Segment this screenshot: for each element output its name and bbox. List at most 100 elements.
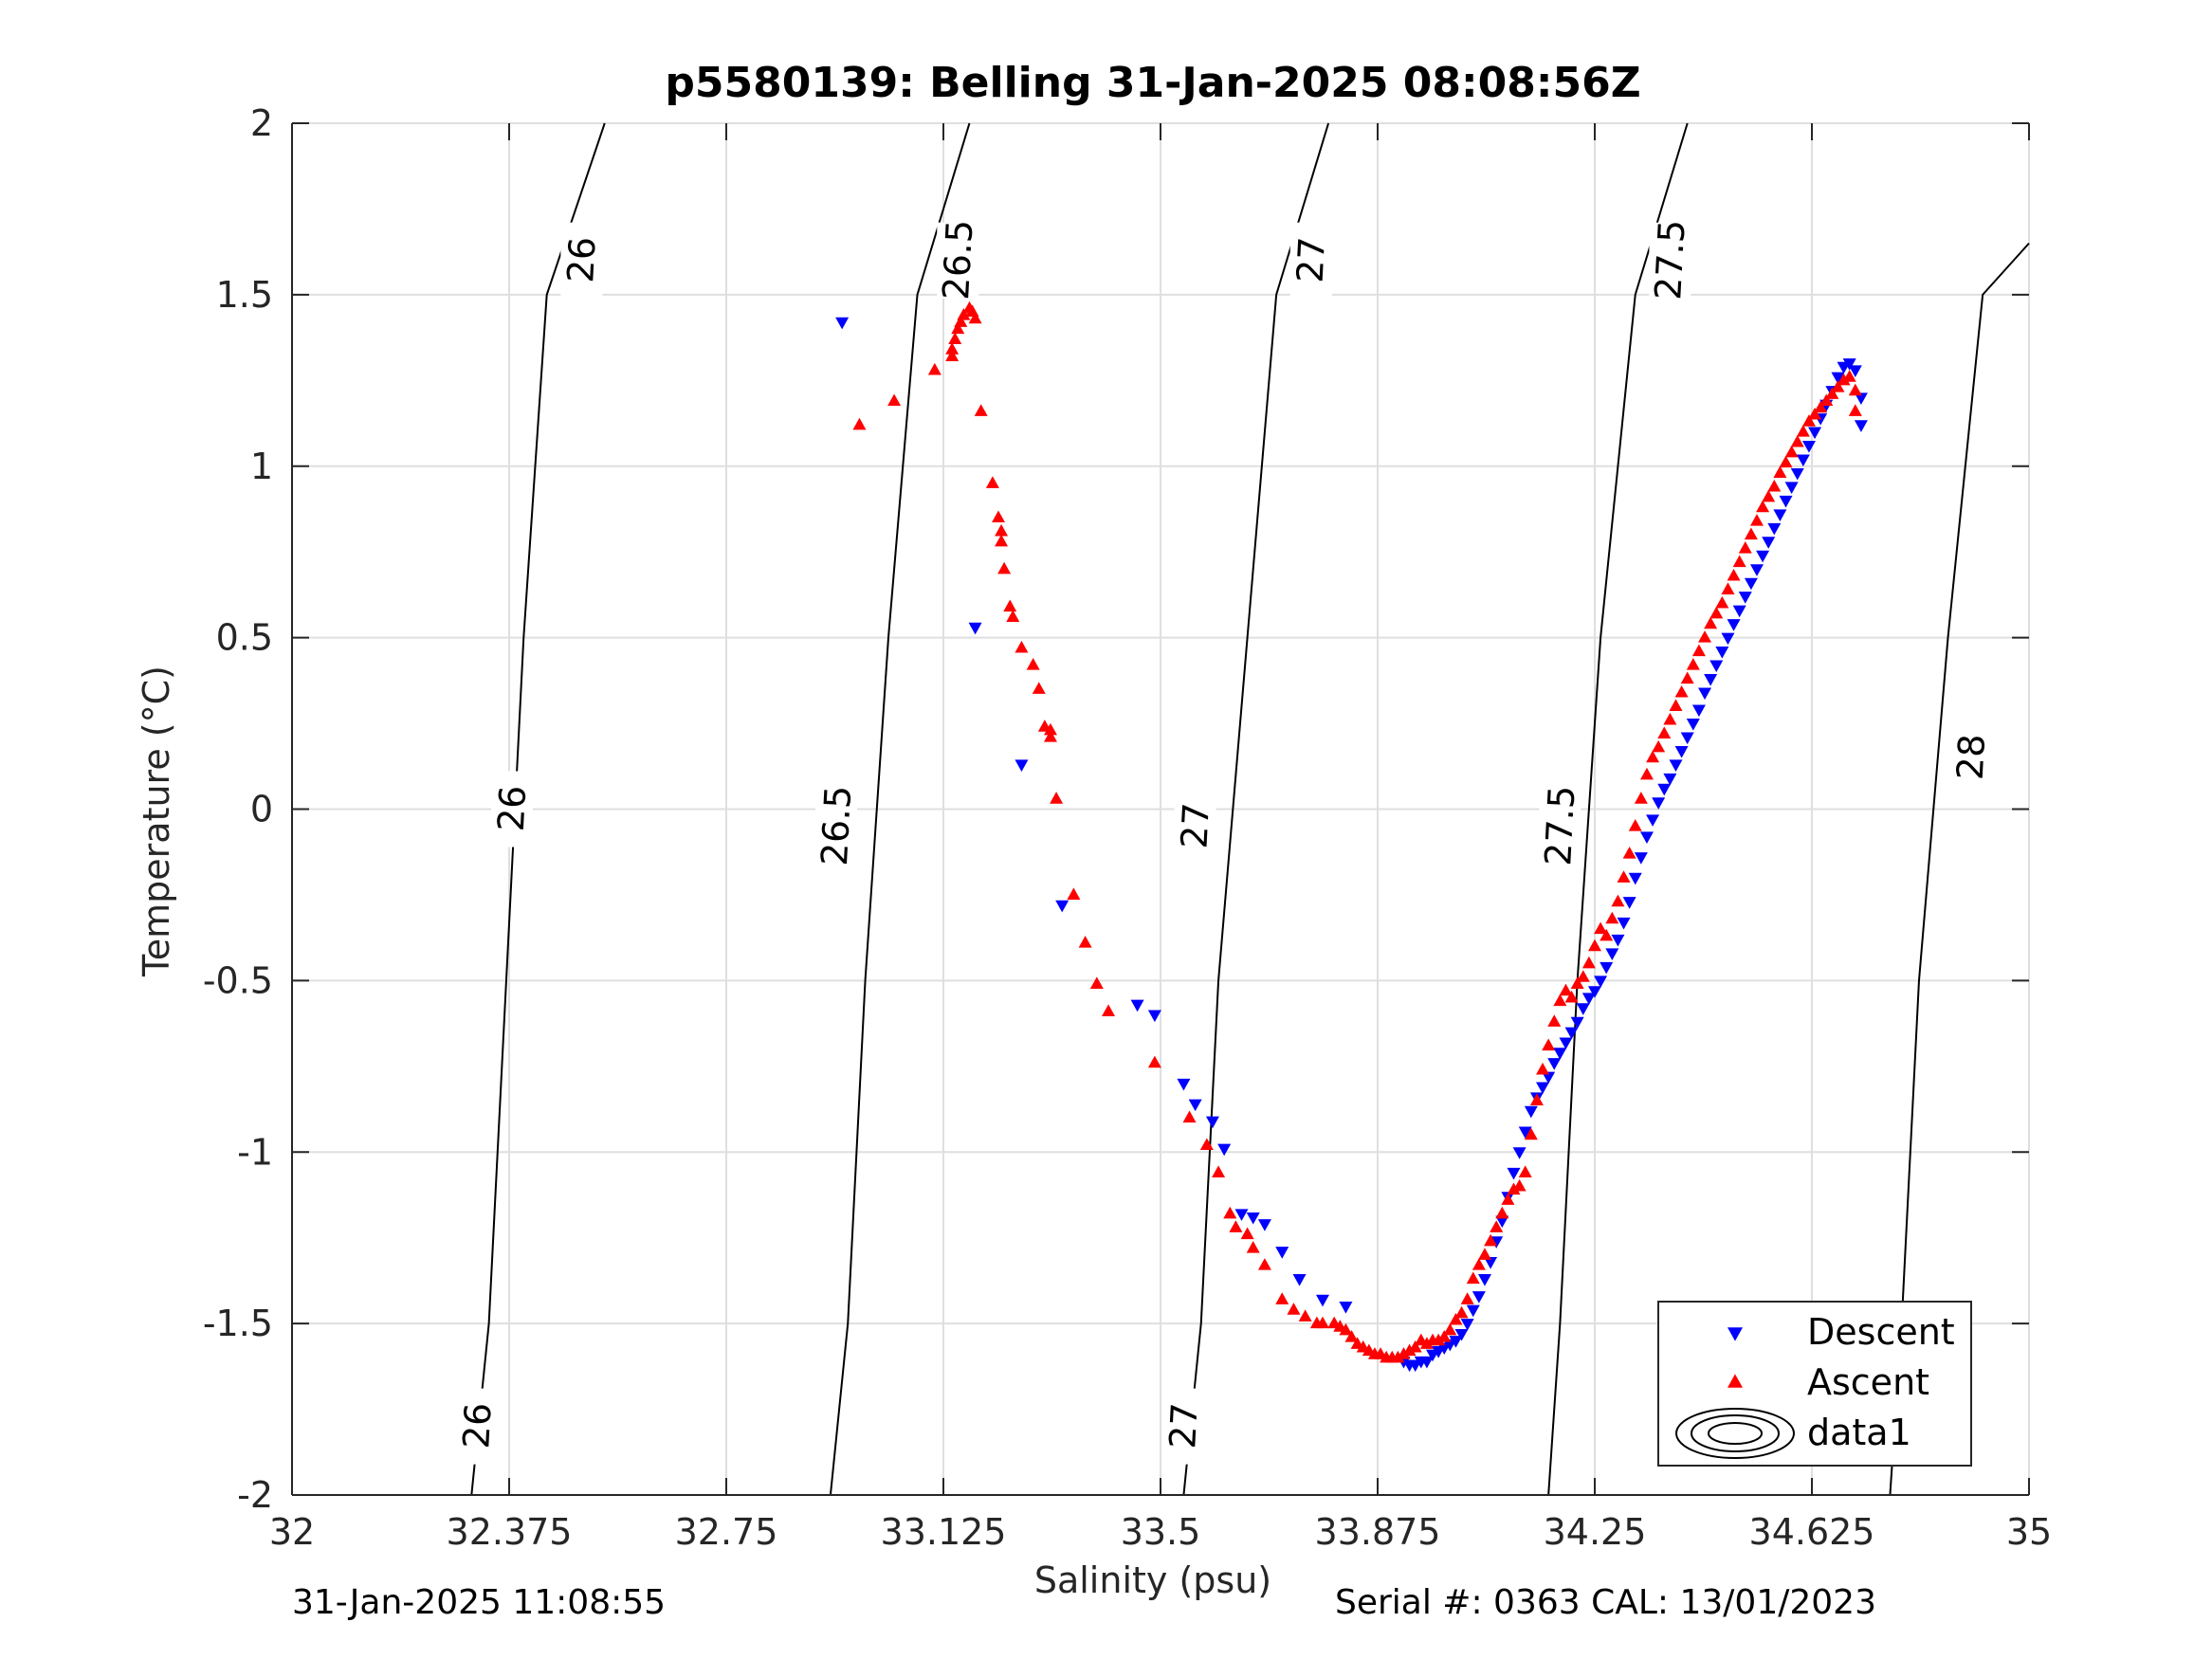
descent-point [1588,986,1601,998]
ascent-point [1397,1347,1411,1359]
descent-point [1628,872,1642,885]
descent-point [1570,1016,1584,1030]
legend-label: Ascent [1807,1361,1929,1403]
ascent-point [1738,541,1752,554]
x-axis-label: Salinity (psu) [1034,1559,1271,1601]
chart-title: p5580139: Belling 31-Jan-2025 08:08:56Z [665,59,1640,107]
ascent-point [1652,739,1666,753]
contour-line [1547,122,1689,1496]
ascent-point [1402,1343,1417,1357]
x-tick-label: 33.125 [881,1511,1007,1553]
descent-point [1495,1215,1509,1229]
contour-label-bg [1539,788,1581,865]
x-tick-label: 32 [269,1511,315,1553]
descent-point [1749,564,1764,576]
descent-point [1536,1082,1550,1095]
ascent-point [1495,1206,1509,1219]
ascent-point [1663,712,1677,725]
descent-point [1177,1078,1191,1091]
descent-point [1449,1336,1463,1348]
ascent-point [887,393,902,407]
ascent-point [968,311,982,324]
descent-point [1732,605,1746,618]
descent-point [1680,732,1694,745]
contour-label: 28 [1949,733,1993,781]
ascent-point [1344,1330,1359,1342]
descent-point [968,622,982,635]
ascent-point [1564,990,1579,1003]
ascent-point [1773,465,1787,479]
descent-point [1721,632,1735,646]
ascent-point [1581,956,1596,969]
descent-point [1581,993,1596,1006]
ascent-point [1611,894,1625,907]
descent-point [1130,999,1144,1012]
descent-point [1553,1048,1567,1060]
ascent-point [1223,1206,1237,1219]
descent-point [1808,427,1822,440]
ascent-point [1784,445,1799,458]
descent-point [1524,1105,1538,1119]
ascent-point [1657,726,1672,738]
ascent-point [852,417,867,430]
descent-point [1564,1027,1579,1040]
descent-point [1686,719,1700,731]
ascent-point [1600,928,1614,941]
ascent-point [1721,582,1735,595]
contour-label-bg [1289,222,1332,299]
ascent-point [1715,595,1729,609]
ascent-point [1408,1340,1422,1353]
ascent-point [1588,939,1601,952]
ascent-point [1628,819,1642,831]
footer-timestamp: 31-Jan-2025 11:08:55 [292,1583,667,1622]
descent-point [1617,917,1631,930]
descent-point [1055,900,1069,913]
ascent-point [1622,846,1636,859]
ascent-point [1437,1330,1452,1342]
ascent-point [1848,404,1862,416]
descent-point [1784,482,1799,495]
ascent-point [1529,1093,1544,1106]
ascent-point [1808,407,1822,420]
ascent-point [1848,383,1862,396]
descent-point [1634,852,1648,865]
ascent-point [1067,887,1081,900]
ascent-point [1790,434,1804,447]
descent-point [1466,1304,1480,1318]
descent-point [1622,897,1636,909]
ascent-point [1490,1220,1504,1232]
ascent-point [995,523,1009,537]
descent-point [1518,1126,1532,1139]
ascent-point [1078,936,1092,948]
ascent-point [1257,1258,1271,1270]
legend-label: Descent [1807,1311,1955,1353]
ascent-point [1691,644,1706,657]
ascent-point [951,321,965,335]
descent-point [1657,783,1672,796]
ascent-point [1477,1248,1491,1260]
ascent-point [1796,425,1810,437]
descent-point [1611,934,1625,947]
ascent-point [1767,479,1782,492]
ascent-point [1454,1305,1469,1319]
ascent-point [985,476,999,488]
descent-point [1234,1209,1249,1221]
ascent-point [1472,1258,1486,1270]
descent-point [1842,358,1856,371]
x-tick-label: 32.375 [447,1511,573,1553]
legend: Descent Ascent data1 [1657,1301,1972,1467]
ascent-point [1837,373,1851,386]
axes: 32 32.375 32.75 33.125 33.5 33.875 34.25 34.625… [203,102,2052,1553]
ascent-point [1102,1004,1116,1016]
descent-point [1796,454,1810,467]
contour-label: 26.5 [935,219,980,301]
contour-label-bg [1949,720,1992,796]
ascent-point [1246,1240,1260,1253]
descent-point [1217,1143,1232,1157]
x-tick-label: 33.5 [1121,1511,1201,1553]
descent-point [1744,577,1758,591]
ascent-point [1570,976,1584,990]
legend-ascent-marker [1728,1374,1743,1388]
ascent-point [1006,610,1020,622]
